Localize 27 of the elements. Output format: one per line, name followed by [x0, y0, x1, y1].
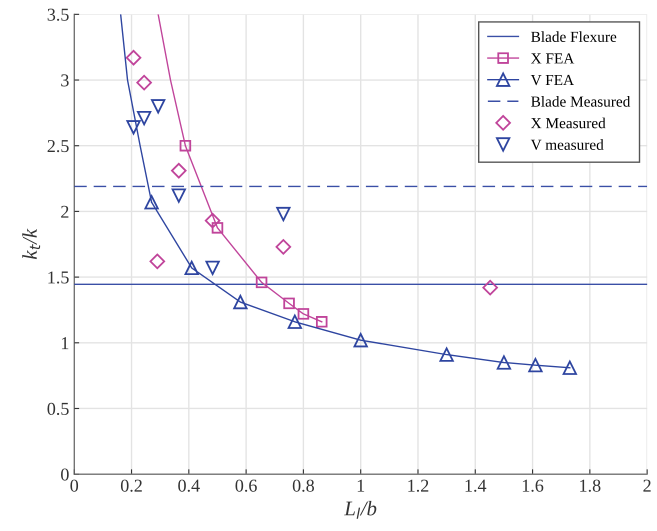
- x-tick-label: 1.4: [466, 480, 486, 492]
- x-axis-title: L$_{l}$/b: [344, 500, 376, 519]
- y-tick-label: 0.5: [48, 402, 69, 416]
- y-tick-label: 2: [61, 206, 68, 218]
- y-tick-label: 0: [61, 468, 69, 481]
- legend-label: Blade Flexure: [531, 31, 616, 42]
- x-tick-label: 1: [358, 480, 364, 492]
- legend-label: X Measured: [530, 118, 606, 128]
- x-tick-label: 2: [643, 480, 651, 492]
- x-tick-label: 1.2: [408, 480, 428, 492]
- y-tick-label: 3.5: [48, 8, 69, 21]
- y-tick-label: 1: [62, 337, 68, 350]
- y-tick-label: 3: [61, 74, 69, 86]
- legend-label: X FEA: [530, 53, 574, 64]
- x-tick-label: 0.2: [120, 480, 142, 492]
- x-tick-label: 0.4: [178, 480, 200, 492]
- x-tick-label: 1.6: [522, 480, 544, 492]
- legend-label: V measured: [530, 139, 604, 150]
- x-tick-label: 0: [70, 480, 78, 492]
- legend-label: V FEA: [530, 74, 574, 86]
- x-tick-label: 1.8: [580, 480, 600, 492]
- y-tick-label: 2.5: [48, 140, 69, 152]
- legend-label: Blade Measured: [531, 96, 630, 107]
- x-tick-label: 0.6: [236, 480, 257, 492]
- y-axis-title: k$_{t}$/k: [22, 228, 40, 260]
- y-tick-label: 1.5: [48, 271, 69, 284]
- x-tick-label: 0.8: [292, 480, 314, 492]
